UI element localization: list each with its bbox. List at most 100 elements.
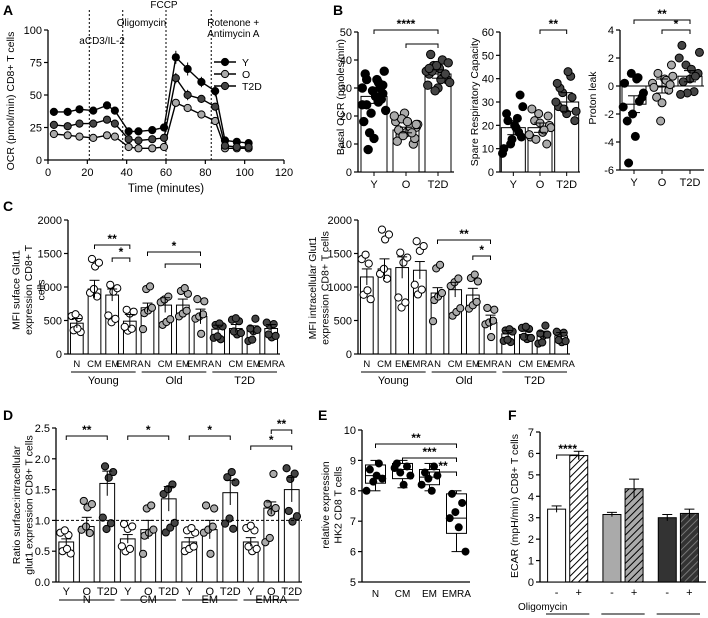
d-data-point (187, 523, 196, 533)
a-data-point (183, 103, 192, 113)
c2-x-tick-label: EM (536, 359, 550, 370)
c1-x-tick-label: EM (176, 359, 190, 370)
a-data-point (75, 119, 84, 128)
f-x-tick-label: - (665, 587, 669, 599)
panel-label-d: D (3, 407, 13, 423)
c2-data-point (410, 280, 419, 289)
c1-y-tick-label: 2000 (38, 215, 62, 227)
c2-data-point (554, 335, 563, 345)
c2-x-tick-label: CM (518, 359, 533, 370)
d-data-point (81, 522, 91, 531)
d-data-point (271, 503, 280, 513)
b3-y-tick-label: 0 (608, 81, 614, 93)
c2-x-tick-label: CM (377, 359, 392, 370)
a-x-tick-label: 120 (275, 167, 293, 179)
c1-y-label: cells (36, 279, 48, 300)
c2-data-point (538, 338, 547, 347)
c1-data-point (164, 292, 173, 301)
a-data-point (49, 120, 59, 130)
c2-x-tick-label: EM (395, 359, 409, 370)
c1-sig-bracket (111, 257, 131, 262)
c1-data-point (253, 325, 262, 334)
c2-data-point (361, 250, 370, 259)
a-x-tick-label: 100 (235, 167, 253, 179)
c2-x-tick-label: EMRA (477, 359, 505, 370)
d-data-point (208, 522, 217, 531)
c2-data-point (541, 321, 550, 330)
c1-data-point (104, 311, 113, 320)
d-data-point (201, 501, 211, 510)
b1-y-tick-label: 0 (346, 167, 352, 179)
e-data-point (448, 489, 456, 498)
a-data-point (124, 142, 133, 152)
a-y-tick-label: 0 (36, 155, 42, 167)
f-y-tick-label: 7 (528, 427, 534, 439)
b2-data-point (542, 139, 552, 149)
b1-sig-sig-label: **** (397, 17, 416, 31)
c2-data-point (363, 286, 372, 295)
c2-data-point (379, 264, 388, 274)
d-data-point (290, 469, 299, 478)
e-data-point (445, 514, 454, 523)
d-y-tick-label: 0.5 (35, 546, 50, 558)
c2-data-point (419, 241, 428, 251)
panel-label-a: A (3, 2, 13, 18)
b3-data-point (626, 68, 636, 78)
c2-y-tick-label: 1500 (328, 249, 352, 261)
c1-data-point (180, 284, 189, 293)
a-legend-marker (220, 69, 230, 79)
d-data-point (147, 501, 156, 510)
d-data-point (79, 496, 88, 506)
d-data-point (125, 544, 135, 553)
b2-y-tick-label: 30 (482, 97, 494, 109)
c2-data-point (483, 303, 492, 313)
c1-y-label: MFI suface Glut1 (11, 250, 23, 330)
b2-data-point (527, 104, 537, 114)
c1-sig-bracket (94, 244, 131, 249)
d-bar-EM-T2D (222, 492, 239, 583)
e-y-tick-label: 9 (350, 455, 356, 467)
d-x-tick-label: Y (124, 586, 132, 598)
b3-y-tick-label: -2 (604, 109, 614, 121)
c2-data-point (384, 230, 394, 239)
d-x-tick-label: T2D (97, 586, 118, 598)
d-sig-sig-label: * (146, 423, 151, 437)
b1-data-point (430, 86, 440, 96)
c2-data-point (412, 237, 421, 246)
d-data-point (229, 524, 238, 533)
f-x-tick-label: - (610, 587, 614, 599)
d-data-point (170, 518, 179, 527)
c2-data-point (473, 277, 483, 286)
a-data-point (159, 142, 169, 152)
c1-sig-bracket (164, 263, 201, 268)
a-data-point (63, 131, 72, 140)
b3-data-point (624, 158, 634, 168)
a-data-point (211, 87, 220, 96)
c1-data-point (200, 297, 209, 306)
d-data-point (269, 469, 278, 479)
a-y-label: OCR (pmol/min) CD8+ T cells (5, 32, 17, 171)
c1-sig-sig-label: * (172, 239, 177, 253)
e-data-point (365, 465, 374, 474)
b2-data-point (534, 109, 544, 119)
c2-data-point (428, 317, 438, 326)
d-data-point (246, 521, 255, 530)
d-sig-bracket (270, 429, 293, 434)
c2-y-label: expression CD8+ T cells (319, 231, 331, 345)
c1-y-tick-label: 500 (44, 316, 62, 328)
d-data-point (128, 522, 137, 531)
b1-data-point (361, 100, 372, 110)
c1-x-tick-label: EMRA (116, 359, 144, 370)
b3-y-tick-label: 2 (608, 53, 614, 65)
a-data-point (171, 98, 180, 107)
c1-data-point (92, 292, 102, 301)
c1-data-point (236, 328, 246, 338)
b2-data-point (567, 92, 577, 102)
d-data-point (119, 519, 129, 529)
d-sig-bracket (250, 445, 293, 450)
a-data-point (89, 133, 98, 142)
c1-data-point (262, 318, 271, 327)
b3-data-point (674, 53, 684, 63)
a-legend-label: T2D (242, 81, 262, 93)
